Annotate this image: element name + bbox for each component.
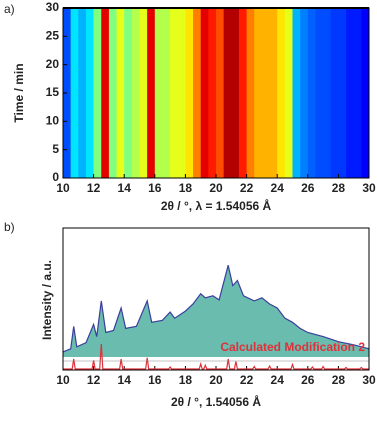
plot-frame — [62, 227, 370, 371]
x-tick-label: 12 — [87, 181, 101, 195]
y-axis-title: Time / min — [12, 63, 26, 122]
y-tick-label: 10 — [46, 114, 60, 128]
heatmap-cell — [185, 8, 194, 178]
y-axis-title: Intensity / a.u. — [40, 260, 54, 340]
x-tick-label: 18 — [179, 373, 193, 387]
heatmap-cell — [323, 8, 332, 178]
heatmap-cell — [261, 8, 270, 178]
x-tick-label: 16 — [148, 181, 162, 195]
y-tick-label: 15 — [46, 85, 60, 99]
y-tick-label: 0 — [52, 170, 59, 184]
heatmap-cell — [246, 8, 255, 178]
x-tick-label: 24 — [271, 181, 285, 195]
heatmap-cell — [292, 8, 301, 178]
heatmap-cell — [277, 8, 286, 178]
heatmap-cell — [223, 8, 232, 178]
heatmap-cell — [269, 8, 278, 178]
x-tick-label: 12 — [87, 373, 101, 387]
heatmap-cell — [208, 8, 217, 178]
heatmap-cell — [78, 8, 87, 178]
x-tick-label: 28 — [332, 181, 346, 195]
heatmap-cell — [300, 8, 309, 178]
heatmap-cell — [124, 8, 133, 178]
heatmap-cell — [170, 8, 179, 178]
heatmap-cell — [254, 8, 263, 178]
heatmap-cell — [346, 8, 355, 178]
heatmap-cell — [307, 8, 316, 178]
x-tick-label: 26 — [301, 373, 315, 387]
heatmap-cell — [284, 8, 293, 178]
heatmap-cell — [216, 8, 225, 178]
heatmap-cell — [330, 8, 339, 178]
x-tick-label: 10 — [56, 373, 70, 387]
heatmap-cell — [63, 8, 72, 178]
x-tick-label: 18 — [179, 181, 193, 195]
x-tick-label: 20 — [209, 181, 223, 195]
heatmap-cell — [108, 8, 117, 178]
heatmap-cell — [338, 8, 347, 178]
line — [63, 343, 369, 370]
heatmap-cell — [85, 8, 94, 178]
heatmap-cell — [231, 8, 240, 178]
heatmap-cell — [200, 8, 209, 178]
x-tick-label: 30 — [362, 181, 376, 195]
heatmap-cell — [70, 8, 79, 178]
line — [62, 265, 370, 353]
x-tick-label: 24 — [271, 373, 285, 387]
heatmap-cell — [193, 8, 202, 178]
x-tick-label: 16 — [148, 373, 162, 387]
heatmap-cell — [93, 8, 102, 178]
x-axis-title: 2θ / °, λ = 1.54056 Å — [161, 198, 272, 213]
heatmap-cell — [315, 8, 324, 178]
heatmap-cell — [116, 8, 125, 178]
y-tick-label: 30 — [46, 0, 60, 14]
heatmap-cell — [131, 8, 140, 178]
x-tick-label: 30 — [362, 373, 376, 387]
heatmap-cell — [353, 8, 362, 178]
heatmap-cell — [361, 8, 370, 178]
series-label: Calculated Modification 2 — [220, 340, 365, 354]
heatmap-cell — [238, 8, 247, 178]
heatmap-cell — [101, 8, 110, 178]
x-tick-label: 28 — [332, 373, 346, 387]
x-tick-label: 14 — [118, 181, 132, 195]
x-tick-label: 22 — [240, 181, 254, 195]
x-tick-label: 22 — [240, 373, 254, 387]
y-tick-label: 5 — [52, 142, 59, 156]
y-tick-label: 20 — [46, 57, 60, 71]
x-tick-label: 10 — [56, 181, 70, 195]
y-tick-label: 25 — [46, 29, 60, 43]
heatmap-cell — [177, 8, 186, 178]
x-tick-label: 14 — [118, 373, 132, 387]
area — [63, 265, 369, 357]
x-tick-label: 26 — [301, 181, 315, 195]
heatmap-cell — [154, 8, 163, 178]
x-axis-title: 2θ / °, 1.54056 Å — [171, 394, 261, 409]
heatmap-cell — [162, 8, 171, 178]
panel-label: b) — [4, 220, 15, 234]
x-tick-label: 20 — [209, 373, 223, 387]
panel-label: a) — [4, 2, 15, 16]
heatmap-cell — [147, 8, 156, 178]
heatmap-cell — [139, 8, 148, 178]
